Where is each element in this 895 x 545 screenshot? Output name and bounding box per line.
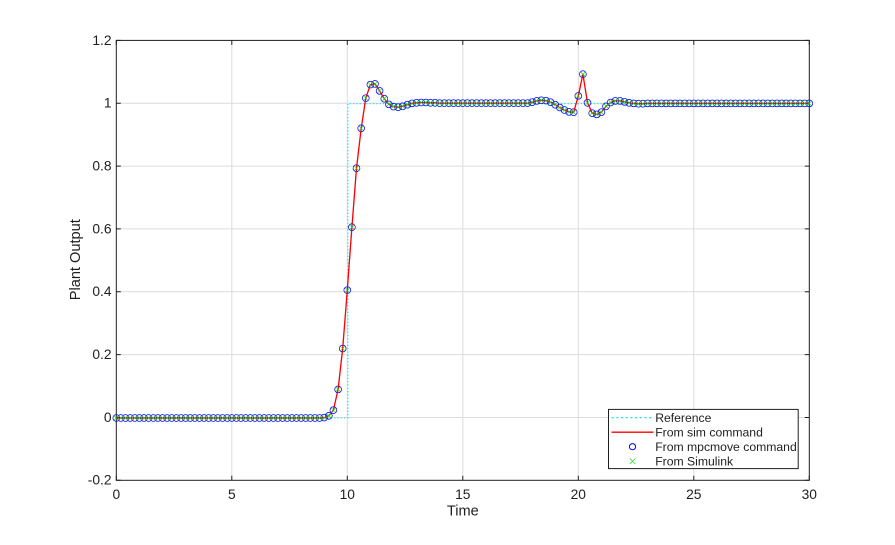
- svg-text:1: 1: [104, 96, 112, 111]
- svg-text:25: 25: [686, 487, 702, 502]
- svg-text:From mpcmove command: From mpcmove command: [655, 440, 797, 454]
- svg-text:5: 5: [228, 487, 236, 502]
- svg-text:10: 10: [340, 487, 356, 502]
- svg-text:Plant Output: Plant Output: [68, 219, 84, 300]
- svg-text:0: 0: [112, 487, 120, 502]
- svg-text:0: 0: [104, 410, 112, 425]
- svg-text:0.6: 0.6: [92, 221, 112, 236]
- svg-text:-0.2: -0.2: [88, 473, 112, 488]
- svg-text:0.4: 0.4: [92, 284, 112, 299]
- svg-text:0.2: 0.2: [92, 347, 111, 362]
- svg-text:Time: Time: [447, 504, 479, 520]
- svg-text:30: 30: [802, 487, 818, 502]
- svg-text:1.2: 1.2: [92, 33, 111, 48]
- svg-text:Reference: Reference: [655, 411, 711, 425]
- svg-text:From sim command: From sim command: [655, 426, 763, 440]
- svg-text:15: 15: [455, 487, 471, 502]
- svg-text:From Simulink: From Simulink: [655, 455, 734, 469]
- svg-text:0.8: 0.8: [92, 159, 112, 174]
- svg-text:20: 20: [571, 487, 587, 502]
